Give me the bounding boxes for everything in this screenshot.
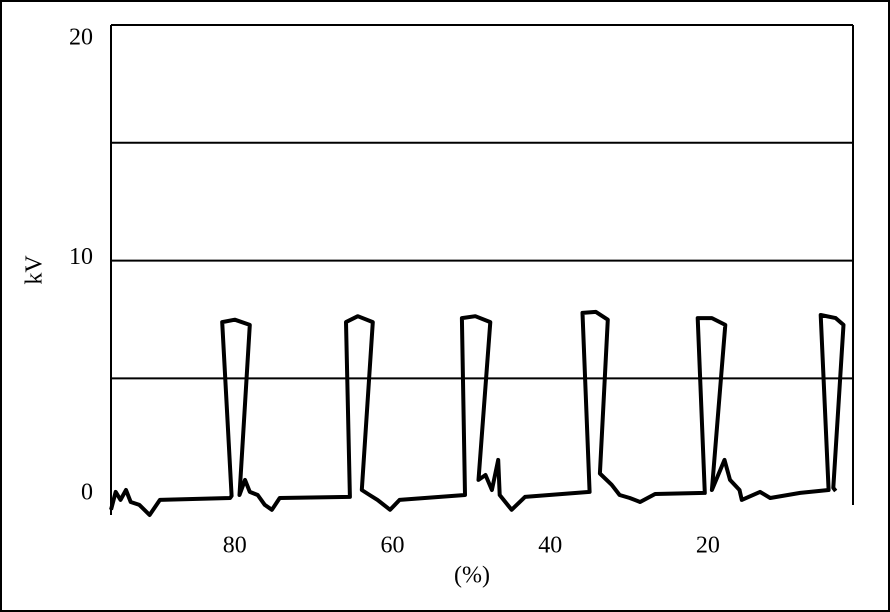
- x-tick-label: 40: [538, 533, 562, 559]
- y-tick-label: 10: [69, 244, 93, 270]
- y-axis-label: kV: [22, 255, 48, 285]
- x-tick-label: 80: [223, 533, 247, 559]
- data-line: [109, 309, 846, 517]
- x-tick-label: 60: [381, 533, 405, 559]
- y-tick-label: 20: [69, 25, 93, 51]
- x-axis-label: (%): [454, 563, 490, 589]
- x-tick-label: 20: [696, 533, 720, 559]
- y-tick-label: 0: [81, 480, 93, 506]
